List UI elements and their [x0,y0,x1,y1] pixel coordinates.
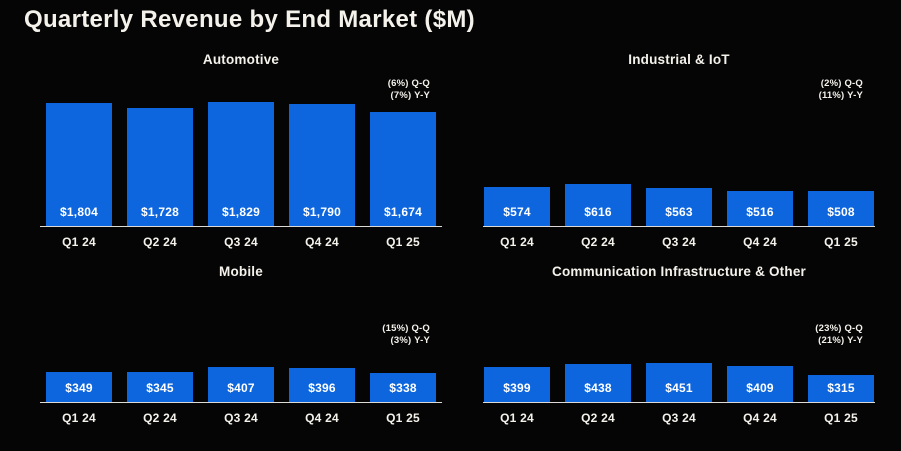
qq-change-label: (6%) Q-Q [387,78,430,89]
chart-panel-industrial-iot: Industrial & IoT (2%) Q-Q (11%) Y-Y $574… [467,50,891,250]
x-axis-label: Q3 24 [224,411,258,425]
bar-q3-24: $407 [208,367,274,402]
x-axis-label: Q2 24 [143,235,177,249]
x-axis-labels: Q1 24 Q2 24 Q3 24 Q4 24 Q1 25 [40,403,442,426]
bar-value-label: $396 [308,381,336,395]
x-axis-label: Q1 24 [62,235,96,249]
bar-value-label: $315 [827,381,855,395]
change-annotation: (2%) Q-Q (11%) Y-Y [819,78,863,101]
bar-q3-24: $1,829 [208,102,274,226]
x-axis-label: Q4 24 [743,235,777,249]
change-annotation: (23%) Q-Q (21%) Y-Y [815,323,863,346]
bar-q3-24: $451 [646,363,712,402]
x-axis-label: Q1 24 [62,411,96,425]
chart-title: Automotive [202,52,280,67]
bar-q1-24: $574 [484,187,550,226]
plot-area: $349 $345 $407 $396 $338 [40,302,442,403]
bar-value-label: $349 [65,381,93,395]
bar-q2-24: $345 [127,372,193,402]
bar-q2-24: $1,728 [127,108,193,226]
chart-panel-mobile: Mobile (15%) Q-Q (3%) Y-Y $349 $345 $407 $3… [24,262,458,426]
x-axis-label: Q2 24 [143,411,177,425]
x-axis-label: Q1 25 [824,235,858,249]
bar-value-label: $574 [503,205,531,219]
chart-title: Industrial & IoT [628,52,730,67]
bar-q4-24: $516 [727,191,793,226]
x-axis-label: Q1 24 [500,411,534,425]
bar-value-label: $563 [665,205,693,219]
bar-q1-25: $508 [808,191,874,226]
bar-q1-24: $399 [484,367,550,402]
x-axis-label: Q4 24 [743,411,777,425]
x-axis-label: Q3 24 [662,411,696,425]
bar-q1-24: $1,804 [46,103,112,226]
x-axis-label: Q4 24 [305,235,339,249]
bar-value-label: $1,829 [222,205,260,219]
yy-change-label: (7%) Y-Y [390,89,430,101]
bar-q2-24: $438 [565,364,631,402]
chart-title: Communication Infrastructure & Other [552,264,806,279]
bar-q4-24: $396 [289,368,355,402]
bar-value-label: $1,790 [303,205,341,219]
chart-panel-automotive: Automotive (6%) Q-Q (7%) Y-Y $1,804 $1,72… [24,50,458,250]
bar-q2-24: $616 [565,184,631,226]
change-annotation: (15%) Q-Q (3%) Y-Y [382,323,430,346]
bar-value-label: $451 [665,381,693,395]
qq-change-label: (2%) Q-Q [820,78,863,89]
yy-change-label: (11%) Y-Y [818,89,863,101]
bar-value-label: $516 [746,205,774,219]
yy-change-label: (3%) Y-Y [390,334,430,346]
bar-value-label: $338 [389,381,417,395]
page-title: Quarterly Revenue by End Market ($M) [24,6,475,33]
bar-value-label: $345 [146,381,174,395]
bar-value-label: $438 [584,381,612,395]
bar-q1-25: $1,674 [370,112,436,226]
bar-value-label: $407 [227,381,255,395]
yy-change-label: (21%) Y-Y [818,334,863,346]
bar-value-label: $1,728 [141,205,179,219]
bar-value-label: $1,674 [384,205,422,219]
bar-value-label: $409 [746,381,774,395]
x-axis-label: Q3 24 [662,235,696,249]
bar-q1-25: $315 [808,375,874,402]
bar-q1-25: $338 [370,373,436,402]
plot-area: $1,804 $1,728 $1,829 $1,790 $1,674 [40,90,442,227]
change-annotation: (6%) Q-Q (7%) Y-Y [388,78,430,101]
x-axis-label: Q3 24 [224,235,258,249]
bar-q1-24: $349 [46,372,112,402]
bar-value-label: $508 [827,205,855,219]
x-axis-label: Q1 25 [824,411,858,425]
bar-value-label: $616 [584,205,612,219]
bar-q4-24: $409 [727,366,793,402]
x-axis-label: Q1 25 [386,411,420,425]
x-axis-label: Q4 24 [305,411,339,425]
x-axis-label: Q2 24 [581,235,615,249]
x-axis-label: Q1 24 [500,235,534,249]
bar-value-label: $399 [503,381,531,395]
qq-change-label: (15%) Q-Q [382,323,430,334]
qq-change-label: (23%) Q-Q [815,323,863,334]
bar-q4-24: $1,790 [289,104,355,226]
plot-area: $574 $616 $563 $516 $508 [483,90,875,227]
x-axis-labels: Q1 24 Q2 24 Q3 24 Q4 24 Q1 25 [483,403,875,426]
x-axis-label: Q1 25 [386,235,420,249]
x-axis-label: Q2 24 [581,411,615,425]
chart-panel-comm-infrastructure-other: Communication Infrastructure & Other (23… [467,262,891,426]
bar-q3-24: $563 [646,188,712,226]
x-axis-labels: Q1 24 Q2 24 Q3 24 Q4 24 Q1 25 [483,227,875,250]
chart-title: Mobile [219,264,263,279]
plot-area: $399 $438 $451 $409 $315 [483,302,875,403]
x-axis-labels: Q1 24 Q2 24 Q3 24 Q4 24 Q1 25 [40,227,442,250]
bar-value-label: $1,804 [60,205,98,219]
